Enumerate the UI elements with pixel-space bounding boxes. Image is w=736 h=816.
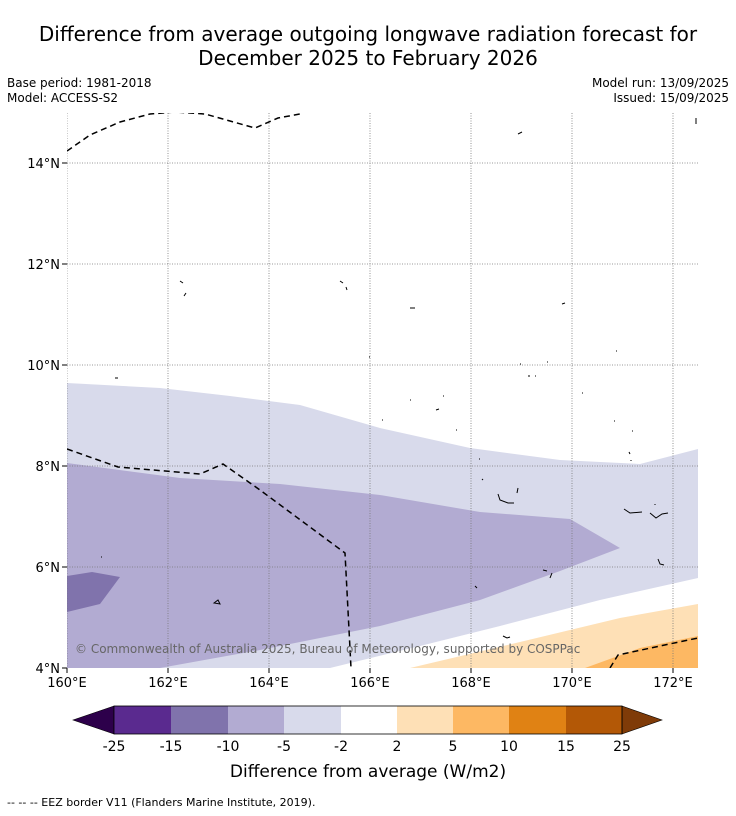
colorbar-tick: -10: [217, 739, 240, 755]
lat-label: 10°N: [27, 359, 60, 374]
lon-label: 166°E: [350, 676, 390, 691]
title-line-2: December 2025 to February 2026: [198, 46, 538, 70]
colorbar-segment: [228, 706, 284, 734]
lat-label: 12°N: [27, 258, 60, 273]
colorbar-tick: 25: [613, 739, 631, 755]
colorbar-tick: -25: [103, 739, 126, 755]
fill-plus-5-to-plus-10: [585, 636, 698, 668]
lon-label: 160°E: [47, 676, 87, 691]
eez-footnote: -- -- -- EEZ border V11 (Flanders Marine…: [7, 796, 316, 809]
colorbar-segment: [509, 706, 566, 734]
colorbar-tick: -15: [160, 739, 183, 755]
issued-date: Issued: 15/09/2025: [613, 91, 729, 105]
fill-minus-5-to-minus-10: [67, 463, 620, 668]
anomaly-fills: [67, 113, 698, 668]
colorbar-segment: [284, 706, 341, 734]
title-line-1: Difference from average outgoing longwav…: [38, 22, 698, 46]
lat-label: 6°N: [36, 561, 61, 576]
lon-label: 172°E: [653, 676, 693, 691]
eez-borders: [67, 113, 698, 668]
base-period: Base period: 1981-2018: [7, 76, 152, 90]
colorbar-arrow-high: [621, 705, 663, 735]
copyright-text: © Commonwealth of Australia 2025, Bureau…: [75, 642, 580, 656]
lon-label: 170°E: [552, 676, 592, 691]
fill-plus-2-to-plus-5: [410, 604, 698, 668]
colorbar-tick: 15: [557, 739, 575, 755]
latitude-labels: 14°N 12°N 10°N 8°N 6°N 4°N: [27, 157, 60, 677]
colorbar-tick: 10: [500, 739, 518, 755]
lon-label: 168°E: [451, 676, 491, 691]
colorbar-segment: [453, 706, 509, 734]
colorbar-segment: [566, 706, 622, 734]
fill-minus-10-to-minus-15: [67, 572, 120, 612]
lat-label: 14°N: [27, 157, 60, 172]
lon-label: 164°E: [249, 676, 289, 691]
axis-ticks: [62, 162, 674, 673]
lon-label: 162°E: [148, 676, 188, 691]
colorbar-arrow-low: [72, 705, 115, 735]
colorbar-segment: [397, 706, 453, 734]
meta-right: Model run: 13/09/2025 Issued: 15/09/2025: [592, 76, 729, 106]
colorbar-segment: [341, 706, 397, 734]
colorbar-tick: -5: [277, 739, 291, 755]
colorbar-tick: 5: [449, 739, 458, 755]
colorbar-tick: -2: [334, 739, 348, 755]
islands: [101, 118, 697, 639]
lat-label: 4°N: [36, 662, 61, 677]
meta-left: Base period: 1981-2018 Model: ACCESS-S2: [7, 76, 152, 106]
colorbar: -25 -15 -10 -5 -2 2 5 10 15 25: [72, 705, 663, 755]
gridlines: [67, 113, 698, 668]
colorbar-ticks: -25 -15 -10 -5 -2 2 5 10 15 25: [103, 739, 631, 755]
colorbar-segment: [171, 706, 228, 734]
longitude-labels: 160°E 162°E 164°E 166°E 168°E 170°E 172°…: [47, 676, 693, 691]
chart-title: Difference from average outgoing longwav…: [0, 22, 736, 70]
lat-label: 8°N: [36, 460, 61, 475]
colorbar-segment: [114, 706, 171, 734]
colorbar-label: Difference from average (W/m2): [229, 762, 507, 782]
model-name: Model: ACCESS-S2: [7, 91, 119, 105]
model-run: Model run: 13/09/2025: [591, 76, 729, 90]
colorbar-tick: 2: [393, 739, 402, 755]
